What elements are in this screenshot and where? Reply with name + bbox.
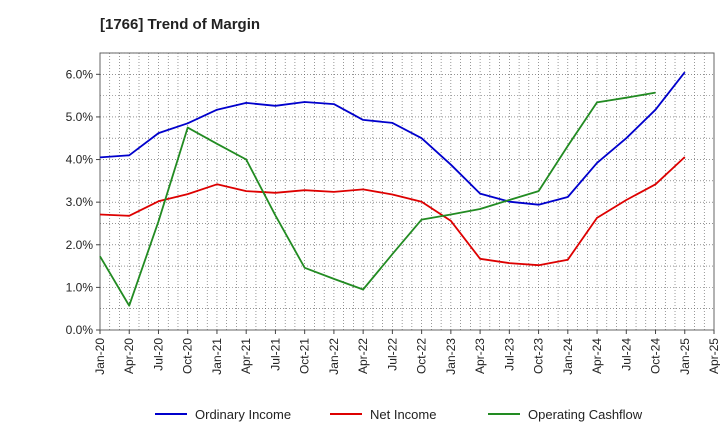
- x-tick-label: Jan-20: [93, 338, 107, 375]
- y-tick-label: 6.0%: [66, 67, 94, 81]
- chart-title: [1766] Trend of Margin: [100, 16, 261, 33]
- y-tick-label: 3.0%: [66, 195, 94, 209]
- x-tick-label: Oct-23: [532, 338, 546, 374]
- x-tick-label: Jan-23: [444, 338, 458, 375]
- y-axis: 0.0% 1.0% 2.0% 3.0% 4.0% 5.0% 6.0%: [66, 67, 100, 337]
- x-tick-label: Apr-23: [473, 338, 487, 374]
- x-tick-label: Jul-22: [385, 338, 399, 371]
- legend: Ordinary Income Net Income Operating Cashf…: [155, 407, 643, 422]
- x-tick-label: Apr-21: [239, 338, 253, 374]
- y-tick-label: 4.0%: [66, 153, 94, 167]
- x-tick-label: Jan-22: [327, 338, 341, 375]
- series-line-ordinary-income: [99, 71, 686, 206]
- series-line-net-income: [99, 156, 686, 267]
- x-axis: Jan-20 Apr-20 Jul-20 Oct-20 Jan-21 Apr-21 Jul-…: [93, 330, 720, 375]
- x-tick-label: Oct-22: [415, 338, 429, 374]
- x-tick-label: Jan-24: [561, 338, 575, 375]
- y-tick-label: 1.0%: [66, 280, 94, 294]
- legend-label: Ordinary Income: [195, 407, 291, 422]
- x-tick-label: Apr-25: [707, 338, 720, 374]
- grid-lines: [100, 52, 714, 330]
- x-tick-label: Jul-24: [619, 338, 633, 371]
- legend-label: Operating Cashflow: [528, 407, 643, 422]
- x-tick-label: Apr-22: [356, 338, 370, 374]
- x-tick-label: Oct-20: [181, 338, 195, 374]
- x-tick-label: Apr-24: [590, 338, 604, 374]
- x-tick-label: Oct-21: [298, 338, 312, 374]
- x-tick-label: Jan-21: [210, 338, 224, 375]
- x-tick-label: Jul-23: [502, 338, 516, 371]
- y-tick-label: 0.0%: [66, 323, 94, 337]
- x-tick-label: Oct-24: [649, 338, 663, 374]
- y-tick-label: 2.0%: [66, 238, 94, 252]
- x-tick-label: Jul-20: [151, 338, 165, 371]
- x-tick-label: Jan-25: [678, 338, 692, 375]
- plot-area: [99, 52, 715, 331]
- y-tick-label: 5.0%: [66, 110, 94, 124]
- series-layer: [99, 71, 686, 307]
- series-line-operating-cashflow: [99, 91, 656, 307]
- legend-label: Net Income: [370, 407, 436, 422]
- x-tick-label: Apr-20: [122, 338, 136, 374]
- x-tick-label: Jul-21: [268, 338, 282, 371]
